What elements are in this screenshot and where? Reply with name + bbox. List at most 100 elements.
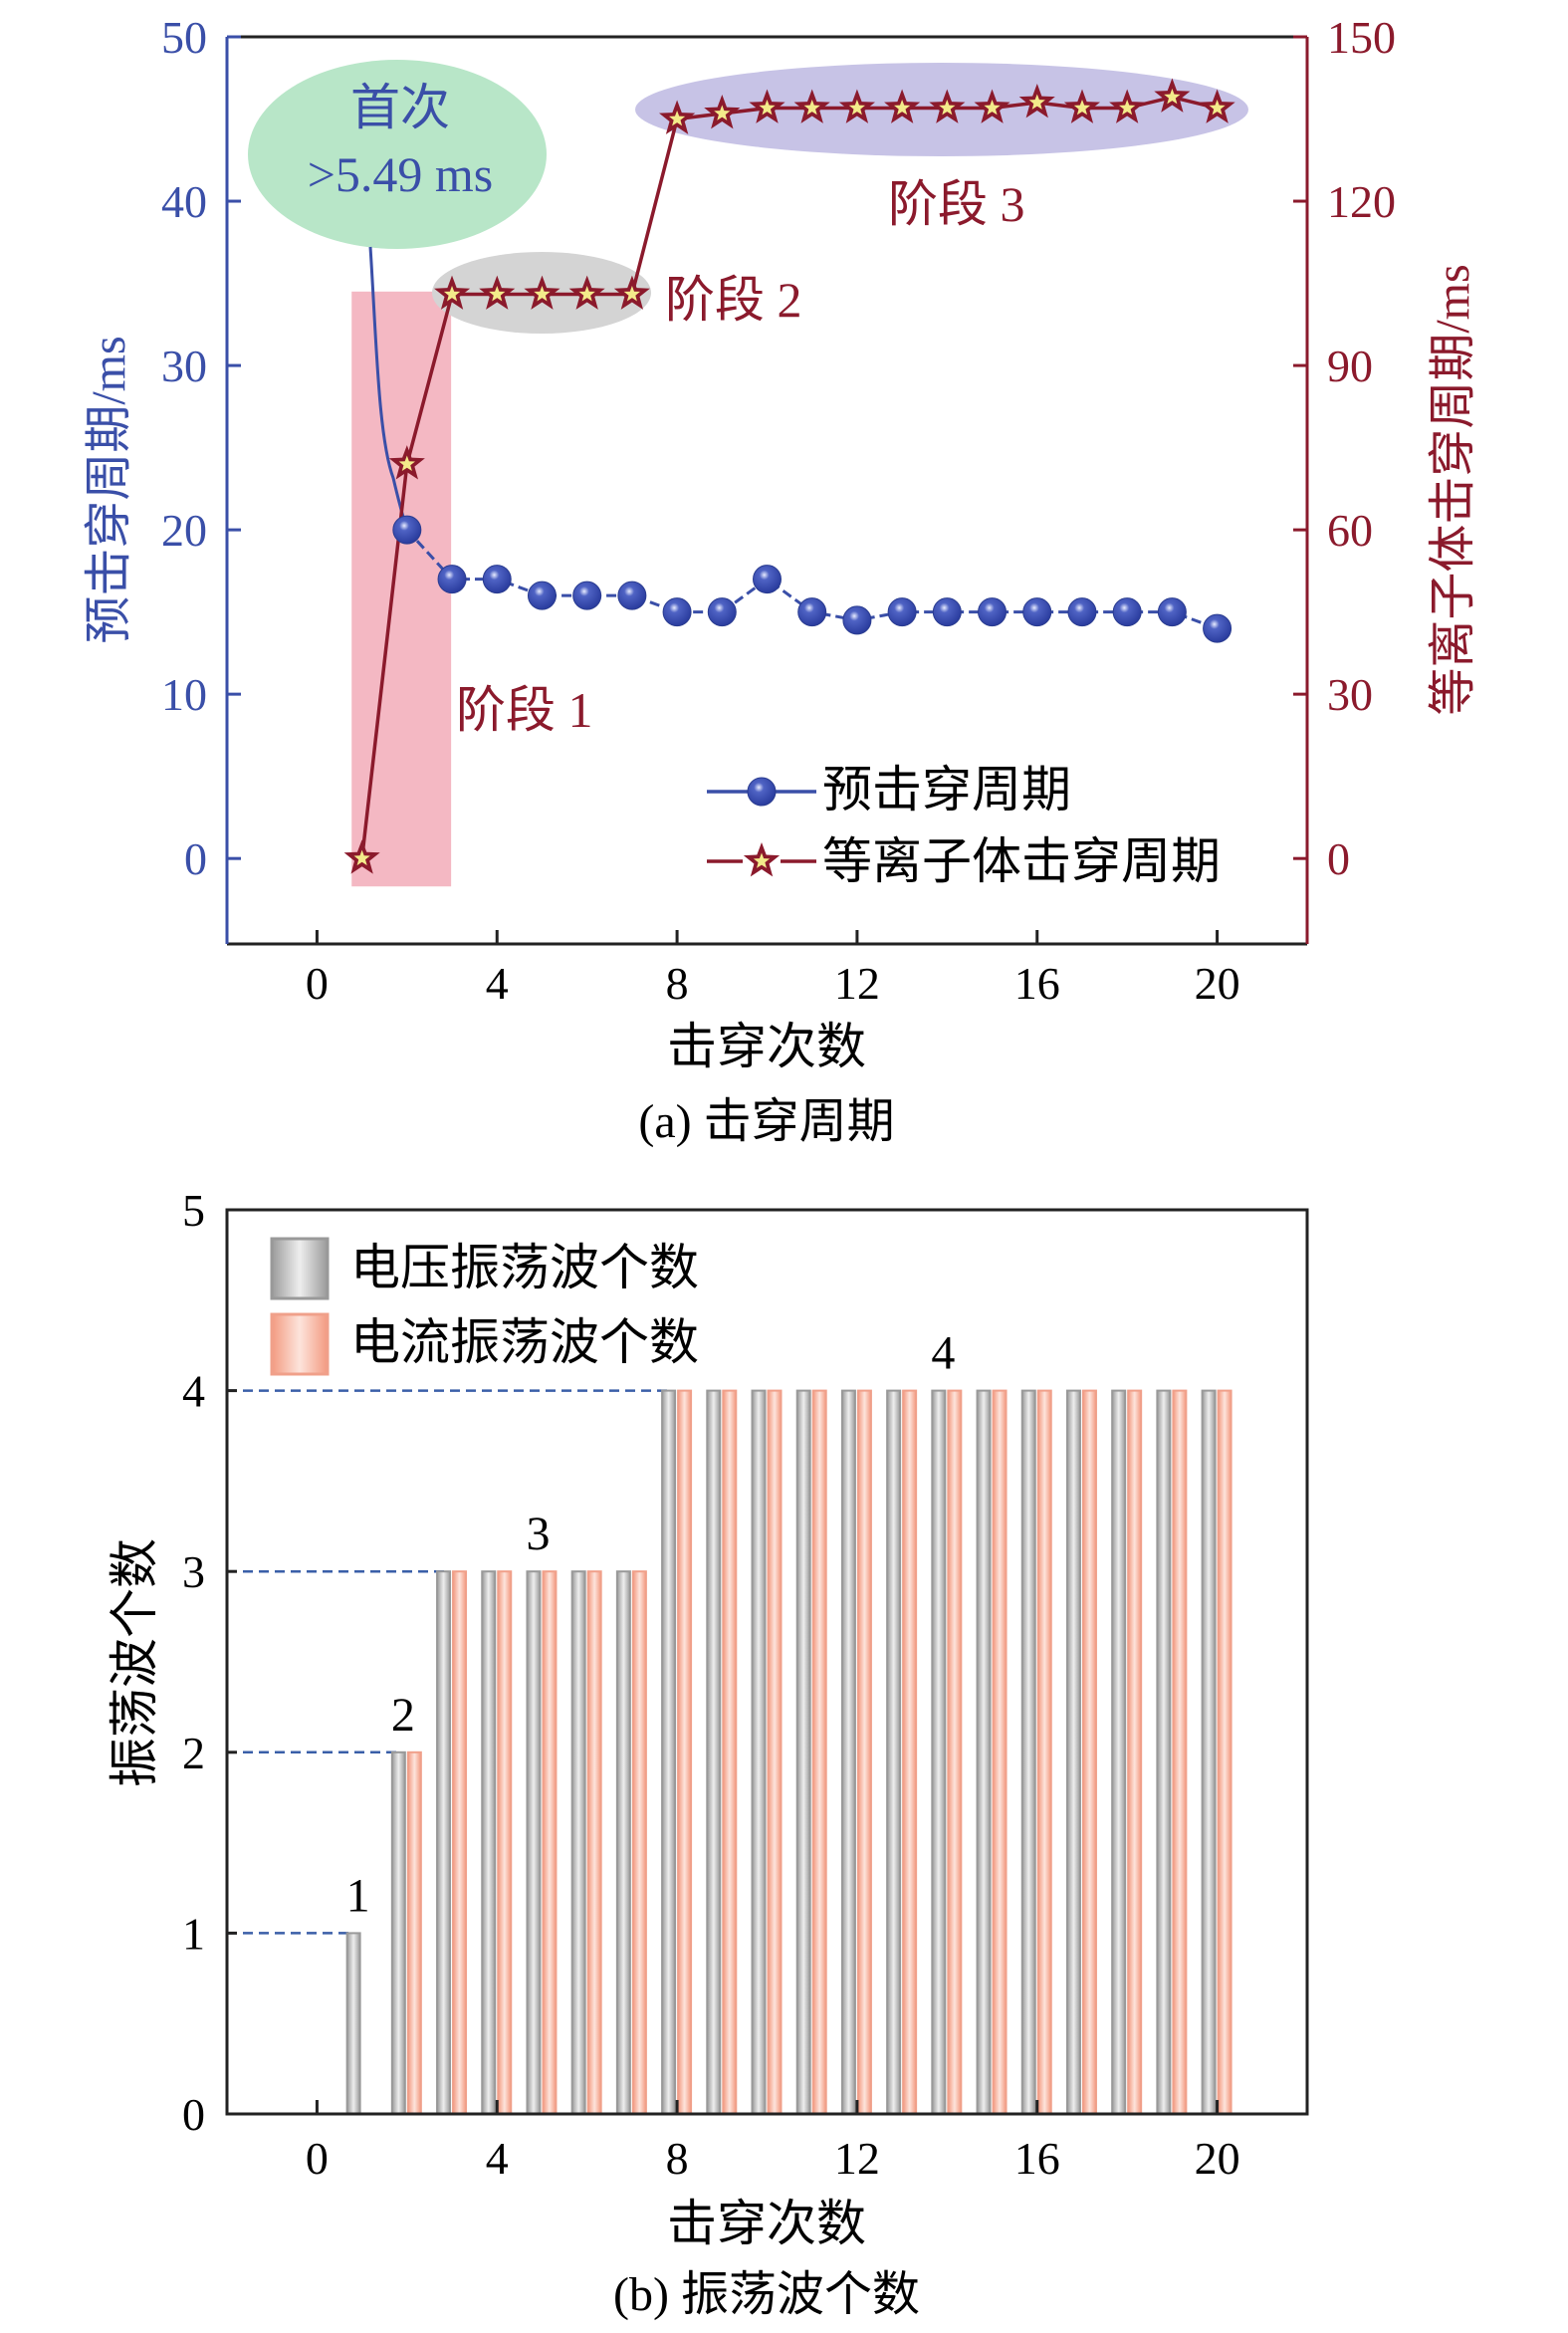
circle-marker — [392, 515, 422, 545]
star-marker-center — [759, 100, 776, 116]
legend-swatch-voltage — [270, 1237, 330, 1300]
voltage-bar — [390, 1750, 406, 2116]
y-tick-label: 4 — [182, 1366, 205, 1417]
legend-label-pre: 预击穿周期 — [822, 762, 1071, 817]
legend-label-voltage: 电压振荡波个数 — [350, 1240, 699, 1295]
y-tick-label: 0 — [182, 2089, 205, 2140]
voltage-bar — [615, 1570, 631, 2115]
circle-marker — [527, 581, 557, 610]
current-bar — [452, 1570, 468, 2115]
y-tick-label: 5 — [182, 1185, 205, 1236]
voltage-bar — [526, 1570, 542, 2115]
star-marker-center — [489, 286, 506, 302]
star-marker-center — [1209, 100, 1226, 116]
voltage-bar — [481, 1570, 497, 2115]
y-right-tick-label: 120 — [1327, 176, 1396, 227]
star-marker-center — [803, 100, 820, 116]
star-marker-center — [669, 111, 686, 126]
circle-marker — [482, 565, 512, 594]
star-marker-center — [848, 100, 865, 116]
x-tick-label: 16 — [1014, 2133, 1060, 2184]
star-marker-center — [1119, 100, 1136, 116]
current-bar — [992, 1389, 1008, 2115]
chart-b-caption: (b) 振荡波个数 — [613, 2268, 920, 2321]
y-right-tick-label: 60 — [1327, 505, 1373, 556]
x-tick-label: 4 — [486, 2133, 509, 2184]
current-bar — [902, 1389, 918, 2115]
current-bar — [631, 1570, 647, 2115]
circle-marker — [707, 597, 737, 627]
legend-label-current: 电流振荡波个数 — [350, 1314, 699, 1370]
y-axis-label: 振荡波个数 — [107, 1538, 162, 1787]
voltage-bar — [706, 1389, 722, 2115]
current-bar — [406, 1750, 422, 2116]
current-bar — [1217, 1389, 1232, 2115]
x-tick-label: 0 — [306, 2133, 329, 2184]
y-left-tick-label: 20 — [161, 505, 207, 556]
voltage-bar — [436, 1570, 452, 2115]
y-left-tick-label: 50 — [161, 12, 207, 63]
legend-swatch-current — [270, 1312, 330, 1376]
x-tick-label: 4 — [486, 958, 509, 1009]
circle-marker — [1203, 613, 1232, 643]
voltage-bar — [1065, 1389, 1081, 2115]
circle-marker — [887, 597, 917, 627]
voltage-bar — [1020, 1389, 1036, 2115]
star-marker-center — [714, 105, 731, 120]
x-axis-label: 击穿次数 — [667, 2196, 866, 2251]
voltage-bar — [661, 1389, 677, 2115]
level-label: 3 — [526, 1508, 550, 1560]
circle-marker — [572, 581, 602, 610]
first-breakdown-label: 首次 — [350, 80, 450, 135]
x-axis-label: 击穿次数 — [667, 1019, 866, 1074]
y-right-tick-label: 30 — [1327, 669, 1373, 720]
star-marker-center — [1073, 100, 1091, 116]
y-right-tick-label: 90 — [1327, 341, 1373, 391]
plot-frame — [225, 1208, 1309, 2116]
circle-marker — [842, 605, 872, 635]
star-marker-center — [443, 286, 461, 302]
circle-marker — [437, 565, 467, 594]
voltage-bar — [931, 1389, 947, 2115]
circle-marker — [1112, 597, 1142, 627]
x-tick-label: 12 — [834, 958, 880, 1009]
x-tick-label: 0 — [306, 958, 329, 1009]
star-marker-center — [1028, 94, 1045, 110]
y-left-tick-label: 0 — [184, 833, 207, 884]
star-marker-center — [894, 100, 911, 116]
current-bar — [677, 1389, 693, 2115]
circle-marker — [932, 597, 962, 627]
star-marker-center — [984, 100, 1001, 116]
voltage-bar — [570, 1570, 586, 2115]
y-left-tick-label: 30 — [161, 341, 207, 391]
y-tick-label: 3 — [182, 1546, 205, 1597]
level-label: 4 — [931, 1327, 955, 1380]
circle-marker — [747, 777, 777, 807]
current-bar — [1127, 1389, 1143, 2115]
star-marker-center — [398, 455, 415, 471]
current-bar — [767, 1389, 783, 2115]
stage-1-region — [351, 291, 452, 887]
circle-marker — [617, 581, 647, 610]
x-tick-label: 20 — [1195, 958, 1240, 1009]
star-marker-center — [753, 852, 771, 868]
current-bar — [947, 1389, 963, 2115]
x-tick-label: 12 — [834, 2133, 880, 2184]
y-left-tick-label: 10 — [161, 669, 207, 720]
voltage-bar — [976, 1389, 992, 2115]
voltage-bar — [1156, 1389, 1172, 2115]
chart-a-caption: (a) 击穿周期 — [638, 1095, 894, 1148]
voltage-bar — [1111, 1389, 1127, 2115]
stage-1-label: 阶段 1 — [456, 682, 593, 738]
stage-2-label: 阶段 2 — [665, 272, 802, 328]
voltage-bar — [1201, 1389, 1217, 2115]
star-marker-center — [534, 286, 551, 302]
voltage-bar — [345, 1932, 361, 2116]
star-marker-center — [353, 849, 370, 866]
x-tick-label: 8 — [666, 958, 689, 1009]
star-marker-center — [939, 100, 956, 116]
y-right-tick-label: 0 — [1327, 833, 1350, 884]
circle-marker — [1022, 597, 1052, 627]
x-tick-label: 20 — [1195, 2133, 1240, 2184]
